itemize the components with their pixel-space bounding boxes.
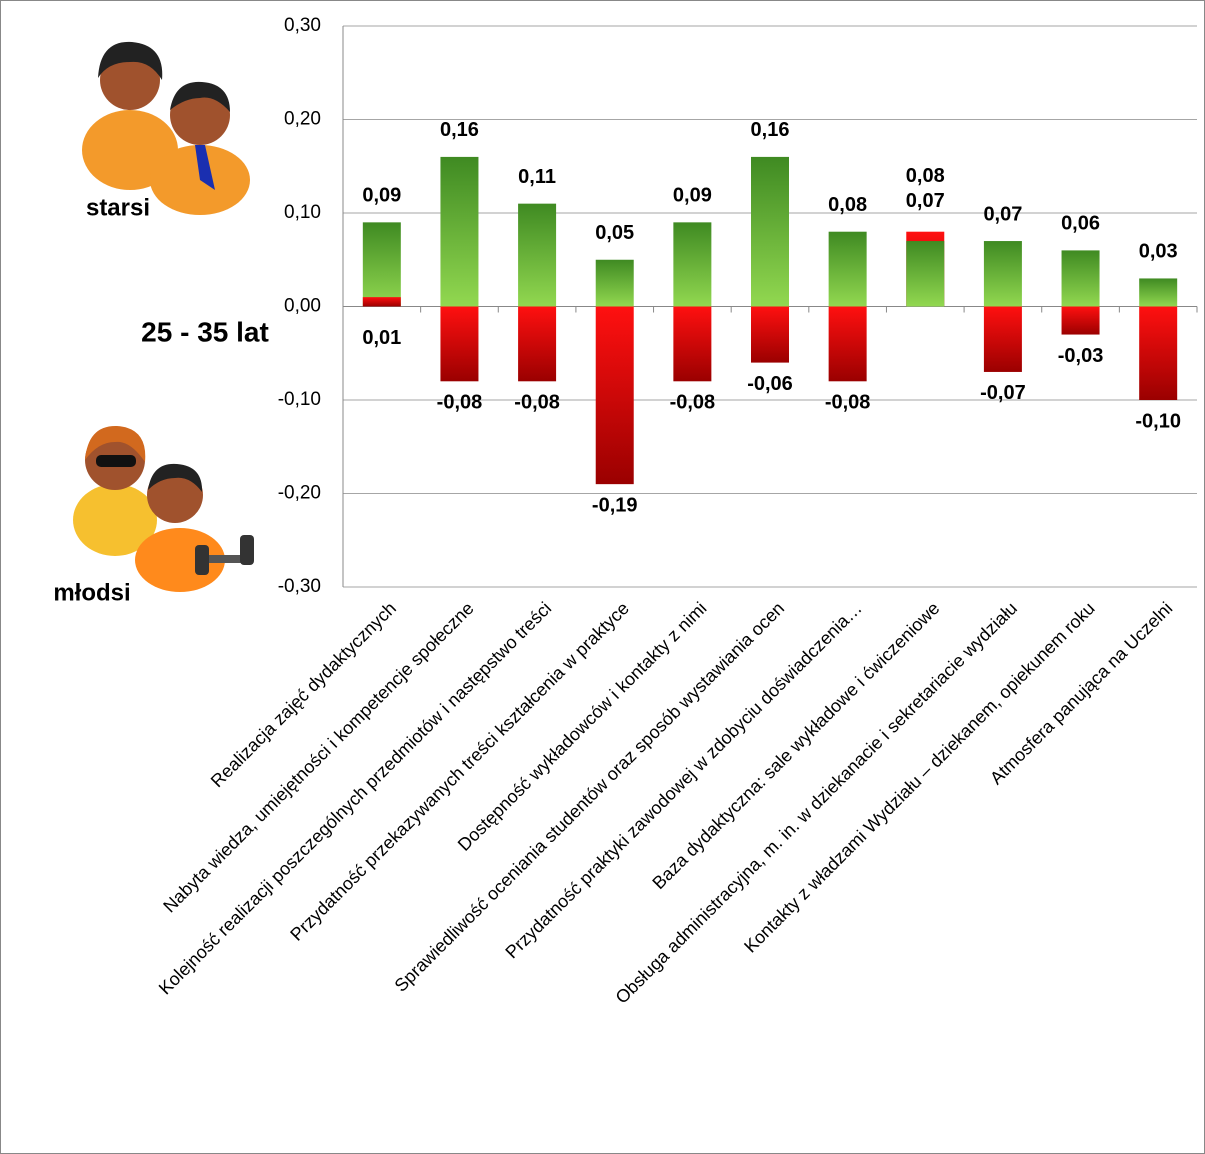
y-tick-label: -0,10 bbox=[278, 389, 321, 410]
bar bbox=[983, 306, 1022, 372]
annotation: 25 - 35 lat bbox=[141, 316, 269, 347]
bar bbox=[1139, 278, 1178, 307]
value-label: -0,08 bbox=[437, 392, 483, 414]
bar bbox=[1061, 306, 1100, 335]
bar bbox=[673, 222, 712, 307]
value-label: 0,16 bbox=[440, 119, 479, 141]
bar bbox=[828, 231, 867, 307]
y-tick-label: -0,20 bbox=[278, 483, 321, 504]
value-label: 0,09 bbox=[673, 185, 712, 207]
value-label: -0,19 bbox=[592, 494, 638, 516]
bar bbox=[751, 156, 789, 307]
series-label: starsi bbox=[86, 194, 150, 221]
bar bbox=[828, 306, 867, 382]
icon-younger bbox=[73, 425, 254, 592]
bar bbox=[673, 306, 712, 382]
value-label: -0,06 bbox=[747, 373, 793, 395]
bar bbox=[1139, 306, 1178, 400]
y-tick-label: 0,20 bbox=[284, 109, 321, 130]
value-label: 0,07 bbox=[983, 203, 1022, 225]
bar bbox=[518, 203, 557, 307]
bar bbox=[595, 306, 634, 485]
bar bbox=[983, 241, 1022, 307]
bar bbox=[440, 156, 479, 307]
series-label: młodsi bbox=[53, 579, 130, 606]
bar bbox=[518, 306, 557, 382]
y-tick-label: 0,30 bbox=[284, 15, 321, 36]
value-label: 0,07 bbox=[906, 190, 945, 212]
bar bbox=[362, 297, 401, 307]
value-label: -0,08 bbox=[670, 392, 716, 414]
y-tick-label: 0,00 bbox=[284, 296, 321, 317]
value-label: -0,03 bbox=[1058, 345, 1104, 367]
bar bbox=[906, 241, 945, 307]
value-label: 0,11 bbox=[518, 166, 556, 188]
icon-older bbox=[82, 41, 250, 215]
value-label: -0,08 bbox=[825, 392, 871, 414]
value-label: -0,07 bbox=[980, 382, 1026, 404]
bar bbox=[595, 259, 634, 307]
bar bbox=[751, 306, 789, 363]
value-label: 0,08 bbox=[828, 194, 867, 216]
value-label: 0,09 bbox=[362, 185, 401, 207]
bar bbox=[1061, 250, 1100, 307]
y-tick-label: -0,30 bbox=[278, 576, 321, 597]
value-label: 0,16 bbox=[751, 119, 790, 141]
value-label: 0,08 bbox=[906, 165, 945, 187]
value-label: 0,06 bbox=[1061, 213, 1100, 235]
bar bbox=[440, 306, 479, 382]
value-label: -0,08 bbox=[514, 392, 560, 414]
bar bbox=[362, 222, 401, 307]
value-label: -0,10 bbox=[1135, 410, 1181, 432]
value-label: 0,01 bbox=[362, 327, 401, 349]
y-tick-label: 0,10 bbox=[284, 202, 321, 223]
value-label: 0,03 bbox=[1139, 241, 1178, 263]
value-label: 0,05 bbox=[595, 222, 634, 244]
